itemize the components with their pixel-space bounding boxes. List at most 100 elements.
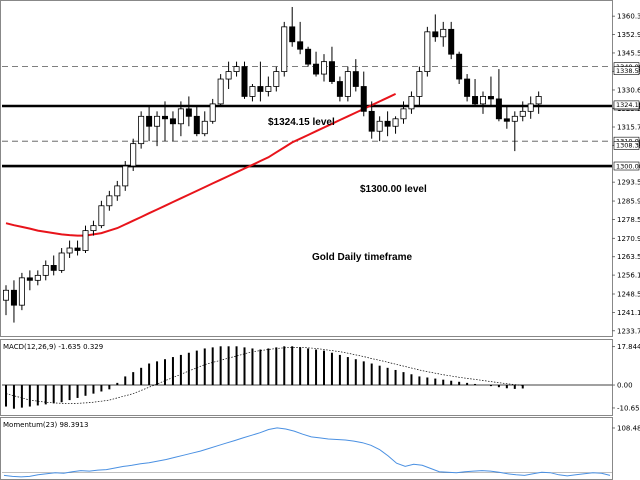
candle-body	[408, 96, 415, 110]
price-axis: 1360.301352.901345.501338.001330.601323.…	[612, 13, 640, 335]
candle	[408, 91, 415, 114]
candle-body	[328, 61, 335, 82]
candle-body	[114, 185, 121, 197]
candle-body	[138, 115, 145, 145]
candle	[336, 76, 343, 102]
candle	[42, 260, 49, 281]
candle-body	[161, 115, 168, 120]
candle-body	[90, 225, 97, 232]
price-tag-box	[613, 161, 640, 171]
candle-body	[130, 143, 137, 167]
candle	[241, 61, 248, 99]
candle	[209, 98, 216, 124]
candle	[82, 225, 89, 253]
momentum-panel-frame	[0, 417, 613, 480]
candle	[487, 76, 494, 107]
candle	[495, 69, 502, 122]
price-tag-label: 1324.15	[616, 101, 640, 109]
candle-body	[511, 115, 518, 122]
price-tick-label: 1293.50	[617, 179, 640, 187]
candle	[448, 21, 455, 60]
candle-body	[400, 108, 407, 120]
candle	[479, 91, 486, 114]
candle	[535, 91, 542, 114]
price-tag-box	[613, 66, 640, 75]
candle-body	[177, 108, 184, 125]
candle	[352, 59, 359, 92]
candle-body	[289, 26, 296, 43]
candle-body	[376, 120, 383, 132]
macd-panel-frame	[0, 339, 613, 416]
candle-body	[527, 103, 534, 112]
candle-body	[384, 120, 391, 127]
candle-body	[3, 289, 9, 301]
candle	[273, 66, 280, 92]
price-levels	[2, 66, 612, 168]
candle-body	[456, 53, 463, 80]
candle-body	[503, 118, 510, 122]
candle	[193, 106, 200, 137]
price-tick-label: 1270.90	[617, 235, 640, 243]
candle-body	[320, 61, 327, 75]
candle	[201, 111, 208, 137]
candle	[313, 51, 320, 77]
momentum-line	[3, 427, 611, 478]
price-tag-label: 1338.50	[616, 67, 640, 75]
candle-body	[201, 120, 208, 135]
candle	[527, 96, 534, 119]
candle-body	[34, 274, 41, 281]
chart-timeframe-label: Gold Daily timeframe	[312, 252, 412, 263]
candle-body	[169, 118, 176, 125]
price-tag-box	[613, 141, 640, 150]
candle	[320, 54, 327, 82]
price-tick-label: 1256.10	[617, 272, 640, 280]
candle-body	[368, 110, 375, 132]
momentum-tick-label: 108.4866	[617, 424, 640, 432]
candle-body	[50, 265, 57, 271]
price-tick-label: 1263.50	[617, 253, 640, 261]
price-tick-label: 1330.60	[617, 86, 640, 94]
candle	[10, 280, 17, 323]
candle-body	[392, 118, 399, 127]
price-tag-box	[613, 100, 640, 110]
candle	[26, 270, 33, 291]
candle	[177, 101, 184, 137]
price-tags: 1340.001326.581310.001300.001338.501324.…	[613, 62, 640, 171]
candle	[34, 270, 41, 286]
price-tag-label: 1300.00	[616, 162, 640, 170]
candle	[503, 106, 510, 129]
candle-body	[225, 71, 232, 80]
macd-signal-line	[5, 347, 523, 404]
macd-axis: 17.844 0.00 -10.656	[612, 343, 640, 412]
momentum-title: Momentum(23) 98.3913	[3, 421, 88, 429]
candle	[50, 255, 57, 276]
candle	[519, 101, 526, 122]
candle	[257, 61, 264, 102]
candle	[265, 76, 272, 97]
candle	[281, 21, 288, 77]
candle	[130, 138, 137, 171]
candle-body	[106, 195, 113, 207]
candle-body	[233, 66, 240, 72]
price-tag-label: 1308.30	[616, 142, 640, 150]
candle-body	[424, 31, 431, 72]
candle	[376, 116, 383, 142]
annotation-1300-level: $1300.00 level	[360, 184, 427, 195]
moving-average-line	[5, 92, 397, 237]
candle-body	[464, 78, 471, 97]
price-tick-label: 1248.50	[617, 290, 640, 298]
price-tick-label: 1352.90	[617, 31, 640, 39]
candle-body	[305, 48, 312, 65]
candle-body	[265, 86, 272, 92]
candle	[344, 66, 351, 102]
candle-body	[519, 110, 526, 117]
candle	[440, 21, 447, 47]
candle	[90, 220, 97, 236]
candle	[305, 46, 312, 67]
candle	[511, 111, 518, 152]
annotation-1324-level: $1324.15 level	[268, 117, 335, 128]
macd-tick-label: -10.656	[617, 404, 640, 412]
candle	[217, 74, 224, 107]
candle	[122, 161, 129, 191]
candle-body	[479, 96, 486, 105]
